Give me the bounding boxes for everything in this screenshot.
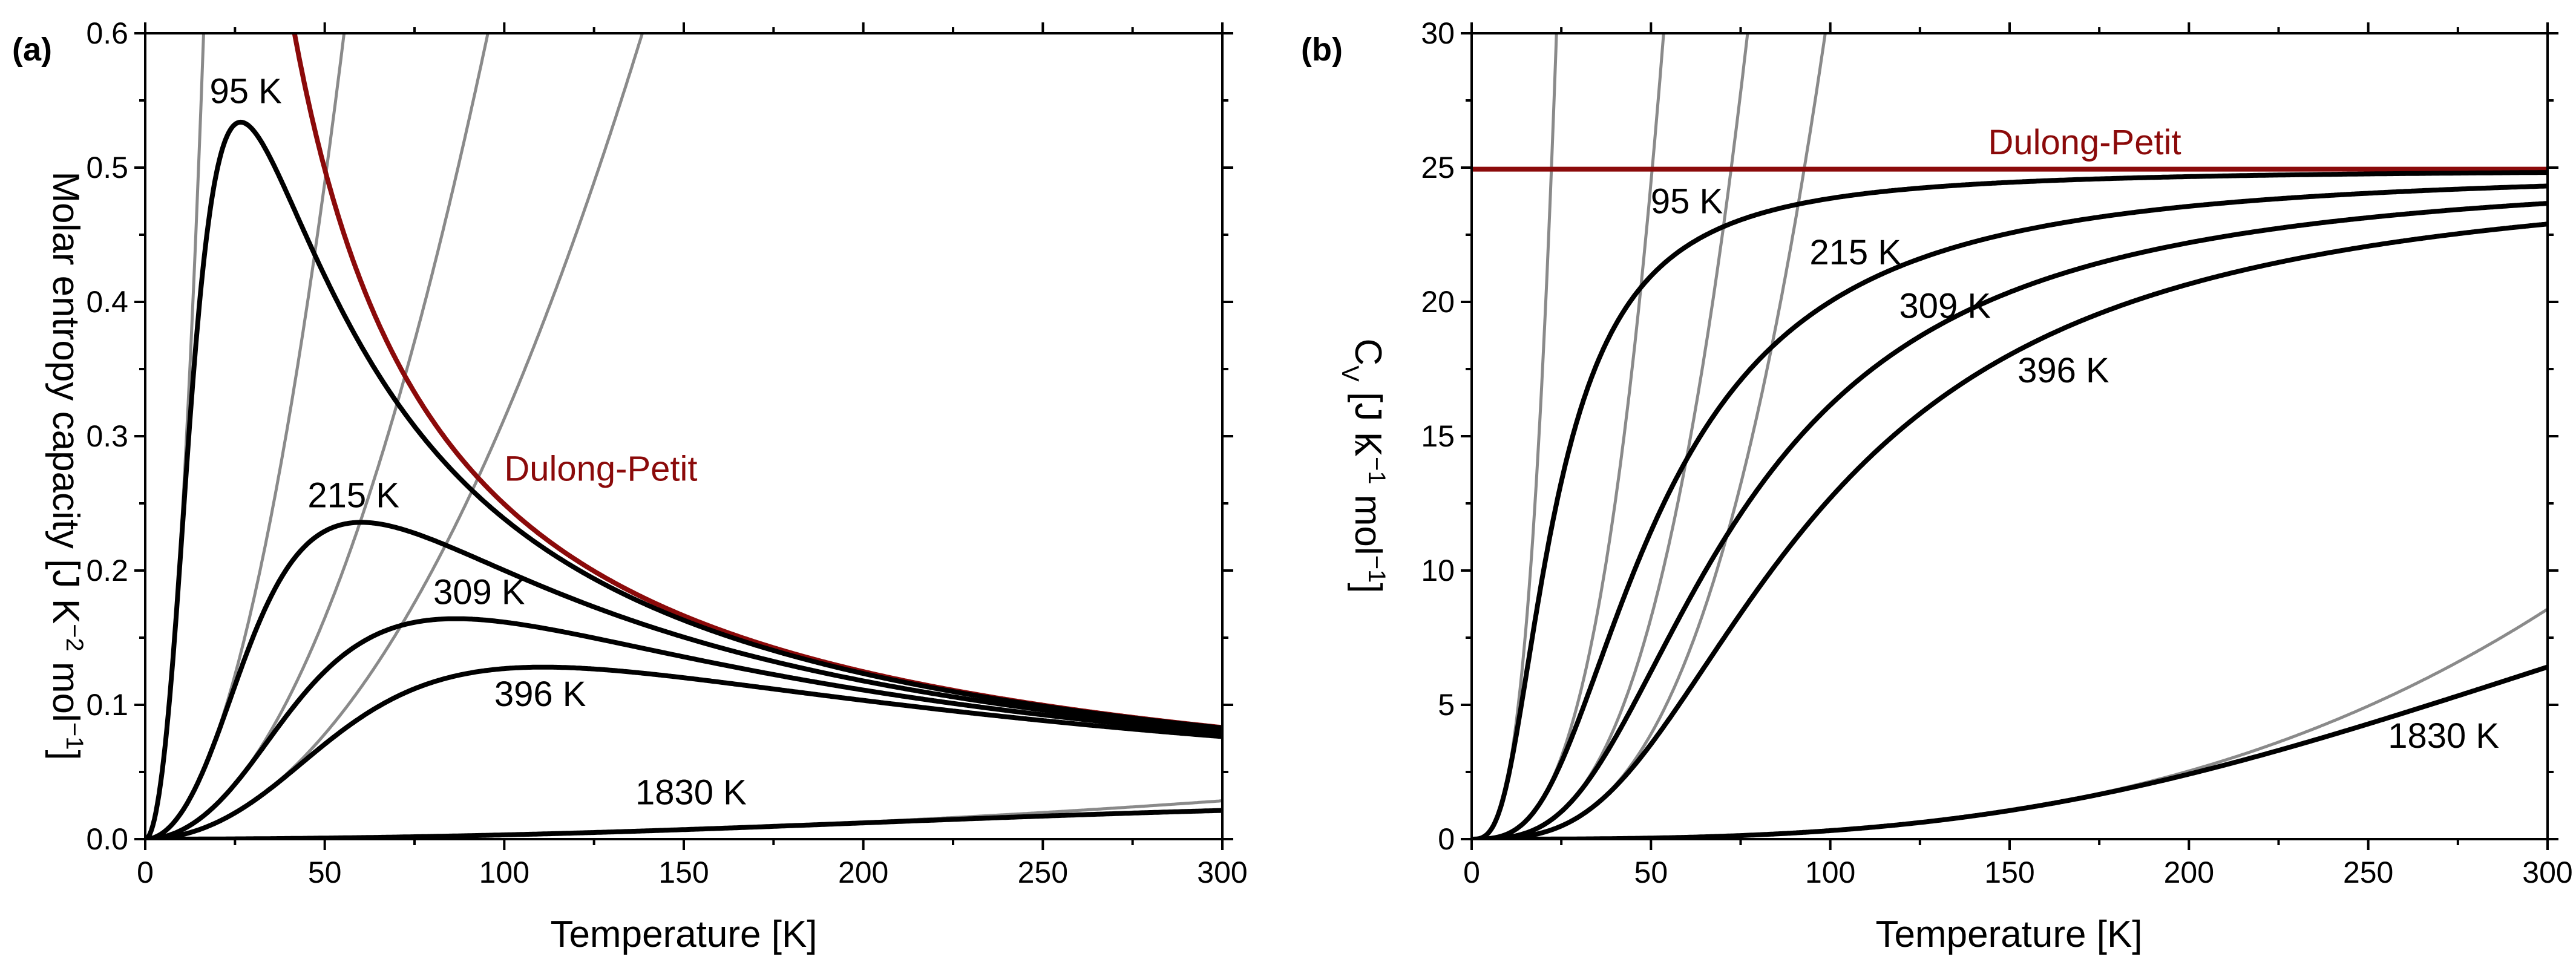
x-tick-label: 150 [1984,855,2034,889]
curve-label: 95 K [1651,182,1723,221]
debye-curve-1830k [145,808,1222,839]
curve-label: 309 K [1899,287,1991,326]
panel-b-y-title-sub: V [1337,365,1363,382]
curve-label: 215 K [1809,233,1901,272]
curve-label: 309 K [433,573,525,612]
panel-b-x-axis-title: Temperature [K] [1875,914,2142,955]
dulong-petit-line [292,33,1222,730]
curve-label: 95 K [209,71,282,111]
y-tick-label: 25 [1421,151,1455,185]
low-temperature-approx-line-1830k [1472,607,2548,839]
debye-curve-396k [1472,221,2548,839]
curve-label: 215 K [307,476,399,515]
x-tick-label: 100 [479,855,529,889]
x-tick-label: 100 [1805,855,1855,889]
panel-a-y-title-main: Molar entropy capacity [J K [45,171,87,624]
panel-b-y-title-unit: [J K [1347,382,1389,457]
x-tick-label: 250 [2343,855,2393,889]
panel-a-curves [145,33,1222,839]
y-tick-label: 10 [1421,554,1455,587]
panel-a-curve-labels: 95 K 215 K 309 K 396 K 1830 K Dulong-Petit [209,71,747,812]
x-tick-label: 200 [838,855,888,889]
panel-b-heat-capacity-chart: (b) 0 50 100 150 200 250 300 0 5 10 15 20 25 30 95 K 21… [1301,16,2573,955]
panel-b-y-title-sup2: −1 [1363,555,1390,583]
y-tick-label: 0.2 [86,554,128,587]
y-tick-label: 5 [1438,688,1455,722]
panel-b-y-title-c: C [1347,338,1389,365]
low-temperature-approx-line-396k [1472,33,1827,839]
low-temperature-approx-line-95k [145,33,206,839]
panel-b-curves [1472,33,2548,839]
panel-a-label: (a) [12,31,52,68]
x-tick-label: 250 [1018,855,1068,889]
x-tick-label: 150 [658,855,709,889]
panel-a-x-axis-title: Temperature [K] [550,914,817,955]
panel-b-ticks: 0 50 100 150 200 250 300 0 5 10 15 20 25 30 [1421,16,2572,889]
y-tick-label: 0.4 [86,285,128,319]
panel-a-y-title-mid: mol [45,652,87,722]
x-tick-label: 0 [1463,855,1480,889]
panel-b-y-title-end: ] [1347,583,1389,593]
debye-curve-309k [145,616,1222,839]
y-tick-label: 20 [1421,285,1455,319]
debye-curve-396k [145,664,1222,839]
panel-a-plot-area: 0 50 100 150 200 250 300 0.0 0.1 0.2 0.3 0.4 0.5 0.6 9… [86,16,1247,889]
debye-curve-309k [1472,201,2548,839]
panel-a-y-title-sup2: −1 [61,722,88,750]
debye-curve-95k [1472,170,2548,839]
x-tick-label: 50 [1634,855,1668,889]
panel-a-y-title-sup1: −2 [61,624,88,652]
x-tick-label: 50 [308,855,342,889]
y-tick-label: 0.6 [86,16,128,50]
curve-label: 396 K [2017,351,2109,390]
x-tick-label: 200 [2164,855,2214,889]
curve-label: 1830 K [635,773,747,812]
panel-a-ticks: 0 50 100 150 200 250 300 0.0 0.1 0.2 0.3 0.4 0.5 0.6 [86,16,1247,889]
low-temperature-approx-line-215k [145,33,346,839]
panel-b-y-title-hat: ^ [1340,440,1370,453]
panel-a-entropy-capacity-chart: (a) 0 50 100 150 200 250 300 0.0 0.1 0.2 0.3 0.4 0.5… [12,16,1248,955]
dulong-petit-label: Dulong-Petit [504,449,697,488]
dulong-petit-label: Dulong-Petit [1988,123,2181,162]
panel-b-label: (b) [1301,31,1343,68]
y-tick-label: 0 [1438,822,1455,856]
panel-b-y-axis-title: CV [J K−1 mol−1] [1337,338,1390,593]
curve-label: 1830 K [2388,716,2499,756]
curve-label: 396 K [494,675,586,714]
debye-curve-215k [1472,183,2548,839]
panel-a-y-title-end: ] [45,750,87,760]
panel-a-y-axis-title: Molar entropy capacity [J K−2 mol−1] [45,171,88,760]
y-tick-label: 0.3 [86,419,128,453]
x-tick-label: 300 [2522,855,2572,889]
panel-b-plot-area: 0 50 100 150 200 250 300 0 5 10 15 20 25 30 95 K 215 K 3… [1421,16,2572,889]
debye-curve-95k [145,119,1222,839]
x-tick-label: 300 [1197,855,1247,889]
panel-b-curve-labels: 95 K 215 K 309 K 396 K 1830 K Dulong-Petit [1651,123,2499,756]
y-tick-label: 0.5 [86,151,128,185]
y-tick-label: 0.0 [86,822,128,856]
y-tick-label: 30 [1421,16,1455,50]
x-tick-label: 0 [137,855,154,889]
debye-curve-215k [145,520,1222,839]
panel-b-y-title-sup1: −1 [1363,457,1390,485]
panel-b-y-title-mid: mol [1347,485,1389,555]
y-tick-label: 15 [1421,419,1455,453]
debye-curve-1830k [1472,664,2548,839]
y-tick-label: 0.1 [86,688,128,722]
